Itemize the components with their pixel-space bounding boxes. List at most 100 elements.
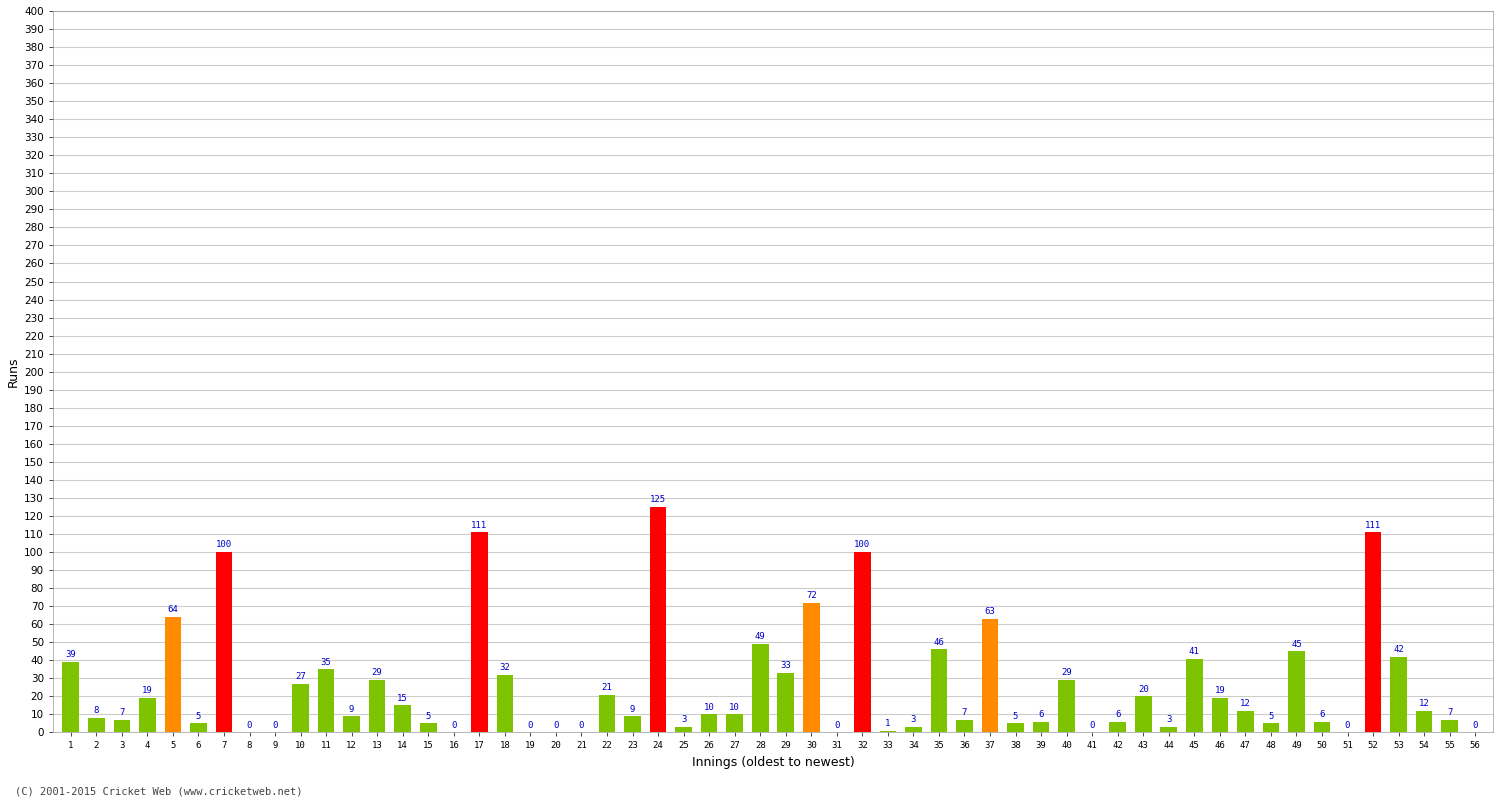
Bar xyxy=(956,720,974,733)
Text: 19: 19 xyxy=(142,686,153,695)
Text: 72: 72 xyxy=(806,591,816,600)
Text: 21: 21 xyxy=(602,683,612,692)
Bar xyxy=(598,694,615,733)
Bar xyxy=(1263,723,1280,733)
Bar xyxy=(63,662,80,733)
Bar xyxy=(1238,711,1254,733)
Bar xyxy=(496,674,513,733)
Text: 19: 19 xyxy=(1215,686,1225,695)
Text: 0: 0 xyxy=(834,721,840,730)
Text: 5: 5 xyxy=(426,712,430,721)
Bar xyxy=(1110,722,1126,733)
Text: 0: 0 xyxy=(248,721,252,730)
Text: 100: 100 xyxy=(855,540,870,550)
Bar xyxy=(1008,723,1025,733)
Bar xyxy=(1161,727,1178,733)
Text: 0: 0 xyxy=(1346,721,1350,730)
Text: 0: 0 xyxy=(1473,721,1478,730)
Text: 6: 6 xyxy=(1038,710,1044,719)
Text: 41: 41 xyxy=(1190,647,1200,656)
Text: 0: 0 xyxy=(528,721,532,730)
Bar xyxy=(1288,651,1305,733)
Text: 0: 0 xyxy=(579,721,584,730)
Bar xyxy=(930,650,946,733)
Bar xyxy=(1416,711,1432,733)
Bar xyxy=(140,698,156,733)
Bar xyxy=(165,617,182,733)
Text: 5: 5 xyxy=(1013,712,1019,721)
Text: 1: 1 xyxy=(885,719,891,728)
Bar xyxy=(1136,696,1152,733)
Text: 6: 6 xyxy=(1320,710,1324,719)
Text: 125: 125 xyxy=(650,495,666,504)
Text: (C) 2001-2015 Cricket Web (www.cricketweb.net): (C) 2001-2015 Cricket Web (www.cricketwe… xyxy=(15,786,303,796)
Bar xyxy=(752,644,768,733)
Text: 0: 0 xyxy=(554,721,558,730)
Bar xyxy=(88,718,105,733)
Text: 9: 9 xyxy=(630,705,634,714)
Y-axis label: Runs: Runs xyxy=(8,357,20,387)
Text: 5: 5 xyxy=(1268,712,1274,721)
Bar xyxy=(471,532,488,733)
Bar xyxy=(853,552,870,733)
Bar xyxy=(292,684,309,733)
Bar xyxy=(777,673,794,733)
Bar xyxy=(190,723,207,733)
Text: 39: 39 xyxy=(66,650,76,659)
Text: 7: 7 xyxy=(118,708,124,717)
Text: 45: 45 xyxy=(1292,639,1302,649)
Text: 3: 3 xyxy=(910,715,916,724)
Text: 3: 3 xyxy=(1166,715,1172,724)
Text: 63: 63 xyxy=(984,607,996,616)
Text: 29: 29 xyxy=(1060,669,1072,678)
Text: 111: 111 xyxy=(1365,521,1382,530)
Bar xyxy=(802,602,819,733)
Text: 0: 0 xyxy=(452,721,456,730)
Text: 5: 5 xyxy=(196,712,201,721)
Text: 111: 111 xyxy=(471,521,488,530)
Text: 6: 6 xyxy=(1114,710,1120,719)
Bar xyxy=(394,706,411,733)
Text: 12: 12 xyxy=(1240,699,1251,708)
Bar xyxy=(1186,658,1203,733)
Text: 42: 42 xyxy=(1394,645,1404,654)
Bar xyxy=(624,716,640,733)
Bar xyxy=(1034,722,1050,733)
Text: 20: 20 xyxy=(1138,685,1149,694)
Text: 3: 3 xyxy=(681,715,687,724)
Text: 9: 9 xyxy=(350,705,354,714)
Bar xyxy=(726,714,742,733)
Text: 29: 29 xyxy=(372,669,382,678)
Text: 27: 27 xyxy=(296,672,306,681)
Bar xyxy=(216,552,232,733)
Bar xyxy=(344,716,360,733)
Text: 10: 10 xyxy=(729,702,740,712)
Text: 7: 7 xyxy=(962,708,968,717)
Bar xyxy=(981,619,999,733)
Text: 15: 15 xyxy=(398,694,408,702)
Text: 49: 49 xyxy=(754,632,765,642)
Text: 35: 35 xyxy=(321,658,332,666)
Bar xyxy=(420,723,436,733)
Bar xyxy=(1390,657,1407,733)
Text: 0: 0 xyxy=(1089,721,1095,730)
Bar xyxy=(675,727,692,733)
Text: 100: 100 xyxy=(216,540,232,550)
Bar xyxy=(318,670,334,733)
Bar xyxy=(700,714,717,733)
X-axis label: Innings (oldest to newest): Innings (oldest to newest) xyxy=(692,756,855,769)
Bar xyxy=(879,730,896,733)
Bar xyxy=(904,727,921,733)
Text: 10: 10 xyxy=(704,702,714,712)
Bar xyxy=(1059,680,1076,733)
Bar xyxy=(369,680,386,733)
Bar xyxy=(1212,698,1228,733)
Text: 12: 12 xyxy=(1419,699,1430,708)
Text: 33: 33 xyxy=(780,662,790,670)
Bar xyxy=(114,720,130,733)
Text: 0: 0 xyxy=(273,721,278,730)
Text: 32: 32 xyxy=(500,663,510,672)
Bar xyxy=(1442,720,1458,733)
Bar xyxy=(1314,722,1330,733)
Text: 8: 8 xyxy=(93,706,99,715)
